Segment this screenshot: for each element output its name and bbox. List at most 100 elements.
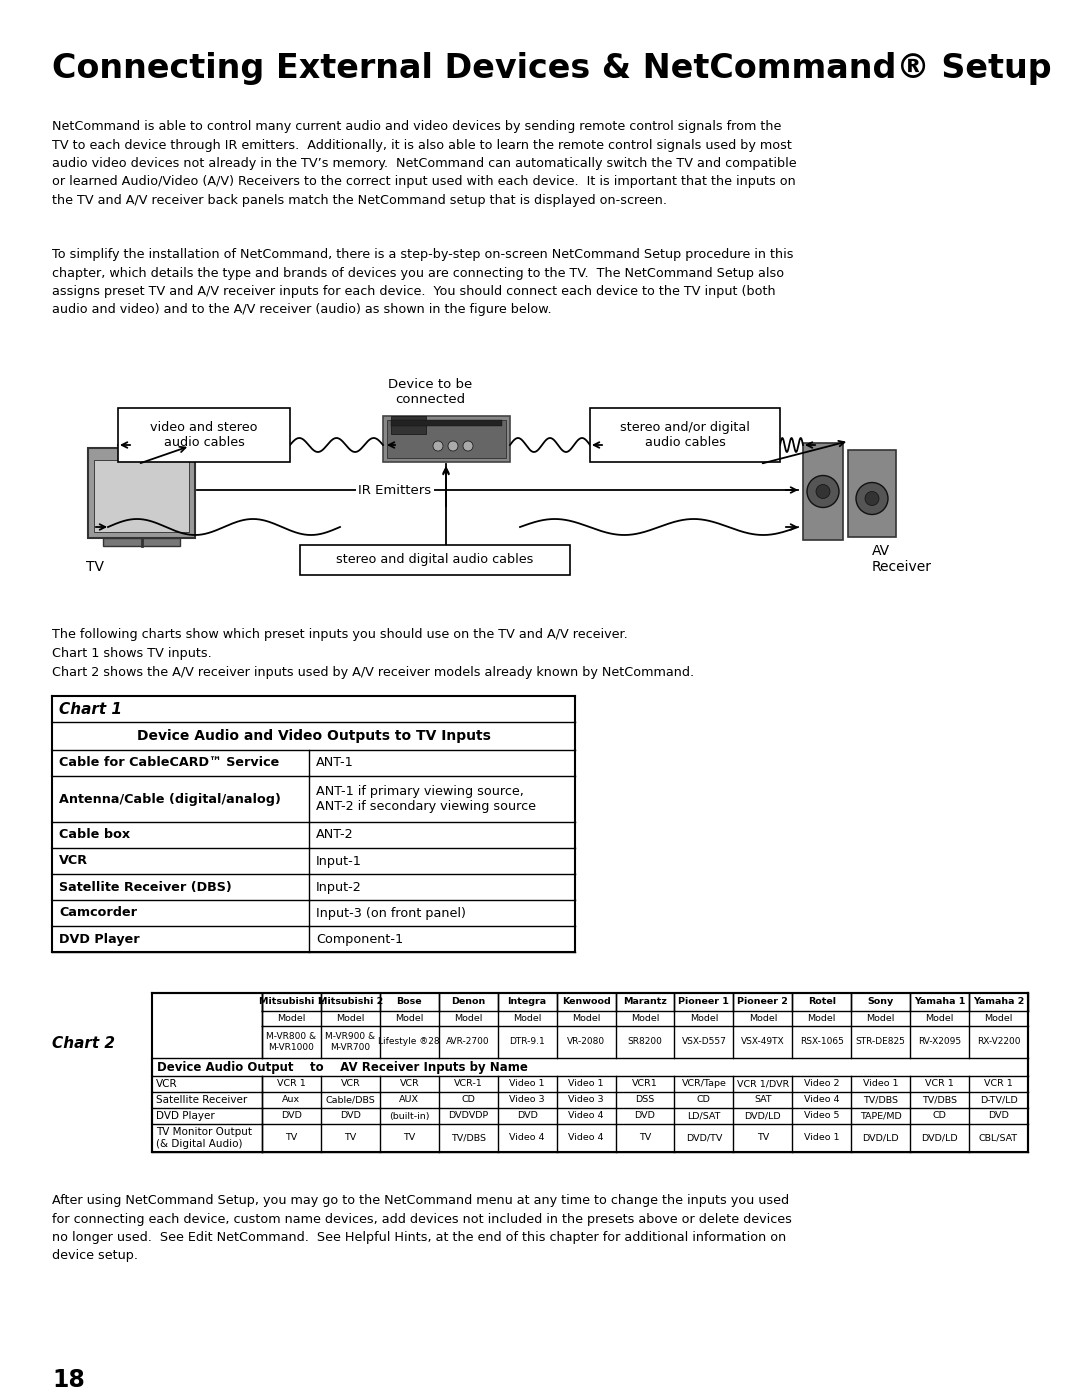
- Text: CD: CD: [461, 1095, 475, 1105]
- Bar: [391, 420, 502, 426]
- Text: AV
Receiver: AV Receiver: [872, 543, 932, 574]
- Text: Model: Model: [808, 1014, 836, 1023]
- Circle shape: [433, 441, 443, 451]
- Circle shape: [463, 441, 473, 451]
- Text: VCR 1: VCR 1: [984, 1080, 1013, 1088]
- Text: CD: CD: [933, 1112, 946, 1120]
- Text: Sony: Sony: [867, 997, 894, 1006]
- Text: VSX-49TX: VSX-49TX: [741, 1038, 785, 1046]
- Text: video and stereo
audio cables: video and stereo audio cables: [150, 420, 258, 448]
- Text: TV/DBS: TV/DBS: [922, 1095, 957, 1105]
- Text: Satellite Receiver: Satellite Receiver: [156, 1095, 247, 1105]
- Bar: [87, 448, 195, 538]
- Text: Input-3 (on front panel): Input-3 (on front panel): [316, 907, 465, 919]
- Text: Video 4: Video 4: [510, 1133, 545, 1143]
- Text: Model: Model: [336, 1014, 365, 1023]
- Text: DVD: DVD: [988, 1112, 1009, 1120]
- Text: DVDVDP: DVDVDP: [448, 1112, 488, 1120]
- Text: TV: TV: [639, 1133, 651, 1143]
- Circle shape: [807, 475, 839, 507]
- Text: Marantz: Marantz: [623, 997, 667, 1006]
- Text: VR-2080: VR-2080: [567, 1038, 605, 1046]
- Text: D-TV/LD: D-TV/LD: [980, 1095, 1017, 1105]
- Text: Device to be
connected: Device to be connected: [388, 379, 472, 407]
- Text: Chart 2: Chart 2: [52, 1035, 114, 1051]
- Text: DTR-9.1: DTR-9.1: [510, 1038, 545, 1046]
- Text: VCR1: VCR1: [632, 1080, 658, 1088]
- Text: TV/DBS: TV/DBS: [450, 1133, 486, 1143]
- Text: Integra: Integra: [508, 997, 546, 1006]
- Text: VCR: VCR: [156, 1078, 177, 1090]
- Circle shape: [856, 482, 888, 514]
- Circle shape: [448, 441, 458, 451]
- Text: LD/SAT: LD/SAT: [687, 1112, 720, 1120]
- Text: Video 4: Video 4: [568, 1133, 604, 1143]
- Text: TV: TV: [285, 1133, 298, 1143]
- Text: Connecting External Devices & NetCommand® Setup: Connecting External Devices & NetCommand…: [52, 52, 1052, 85]
- Text: VCR/Tape: VCR/Tape: [681, 1080, 727, 1088]
- Text: RX-V2200: RX-V2200: [976, 1038, 1021, 1046]
- Text: Model: Model: [278, 1014, 306, 1023]
- Text: DVD/LD: DVD/LD: [921, 1133, 958, 1143]
- Text: VCR: VCR: [340, 1080, 361, 1088]
- Text: Satellite Receiver (DBS): Satellite Receiver (DBS): [59, 880, 232, 894]
- Text: TV Monitor Output
(& Digital Audio): TV Monitor Output (& Digital Audio): [156, 1127, 252, 1148]
- Text: VSX-D557: VSX-D557: [681, 1038, 727, 1046]
- Text: DVD: DVD: [516, 1112, 538, 1120]
- Bar: [848, 450, 896, 536]
- Text: VCR: VCR: [400, 1080, 419, 1088]
- Text: Rotel: Rotel: [808, 997, 836, 1006]
- Text: Model: Model: [690, 1014, 718, 1023]
- Text: Input-2: Input-2: [316, 880, 362, 894]
- Text: DVD/LD: DVD/LD: [744, 1112, 781, 1120]
- Text: RSX-1065: RSX-1065: [800, 1038, 843, 1046]
- Text: Yamaha 1: Yamaha 1: [914, 997, 966, 1006]
- Text: Component-1: Component-1: [316, 933, 403, 946]
- Text: Video 4: Video 4: [568, 1112, 604, 1120]
- Text: SR8200: SR8200: [627, 1038, 662, 1046]
- Text: Model: Model: [395, 1014, 423, 1023]
- Text: Lifestyle ®28: Lifestyle ®28: [378, 1038, 441, 1046]
- Bar: [94, 460, 189, 532]
- Text: ANT-1: ANT-1: [316, 757, 354, 770]
- Text: Video 2: Video 2: [804, 1080, 839, 1088]
- Text: Model: Model: [984, 1014, 1013, 1023]
- Bar: [804, 443, 843, 541]
- Bar: [590, 408, 780, 462]
- Text: TV: TV: [345, 1133, 356, 1143]
- Text: RV-X2095: RV-X2095: [918, 1038, 961, 1046]
- Text: Yamaha 2: Yamaha 2: [973, 997, 1024, 1006]
- Text: Bose: Bose: [396, 997, 422, 1006]
- Text: DVD/TV: DVD/TV: [686, 1133, 723, 1143]
- Text: DVD: DVD: [635, 1112, 656, 1120]
- Text: After using NetCommand Setup, you may go to the NetCommand menu at any time to c: After using NetCommand Setup, you may go…: [52, 1194, 792, 1263]
- Text: VCR 1: VCR 1: [926, 1080, 954, 1088]
- Text: Model: Model: [866, 1014, 895, 1023]
- Text: Mitsubishi 2: Mitsubishi 2: [318, 997, 383, 1006]
- Text: TV: TV: [757, 1133, 769, 1143]
- Text: DVD Player: DVD Player: [156, 1111, 215, 1120]
- Text: The following charts show which preset inputs you should use on the TV and A/V r: The following charts show which preset i…: [52, 629, 694, 679]
- Text: CBL/SAT: CBL/SAT: [978, 1133, 1018, 1143]
- Text: STR-DE825: STR-DE825: [855, 1038, 906, 1046]
- Bar: [383, 416, 510, 462]
- Text: DVD/LD: DVD/LD: [862, 1133, 899, 1143]
- Text: TAPE/MD: TAPE/MD: [860, 1112, 902, 1120]
- Text: Model: Model: [513, 1014, 541, 1023]
- Text: Video 3: Video 3: [510, 1095, 545, 1105]
- Text: Model: Model: [454, 1014, 483, 1023]
- Text: Device Audio and Video Outputs to TV Inputs: Device Audio and Video Outputs to TV Inp…: [136, 729, 490, 743]
- Text: Cable for CableCARD™ Service: Cable for CableCARD™ Service: [59, 757, 280, 770]
- Text: Cable box: Cable box: [59, 828, 130, 841]
- Text: VCR 1: VCR 1: [278, 1080, 306, 1088]
- Text: VCR-1: VCR-1: [454, 1080, 483, 1088]
- Text: Device Audio Output    to    AV Receiver Inputs by Name: Device Audio Output to AV Receiver Input…: [157, 1060, 528, 1073]
- Text: Pioneer 1: Pioneer 1: [678, 997, 729, 1006]
- Text: AUX: AUX: [400, 1095, 419, 1105]
- Text: stereo and/or digital
audio cables: stereo and/or digital audio cables: [620, 420, 750, 448]
- Text: TV: TV: [403, 1133, 416, 1143]
- Text: AVR-2700: AVR-2700: [446, 1038, 490, 1046]
- Text: SAT: SAT: [754, 1095, 771, 1105]
- Text: Mitsubishi 1: Mitsubishi 1: [259, 997, 324, 1006]
- Text: M-VR800 &
M-VR1000: M-VR800 & M-VR1000: [267, 1032, 316, 1052]
